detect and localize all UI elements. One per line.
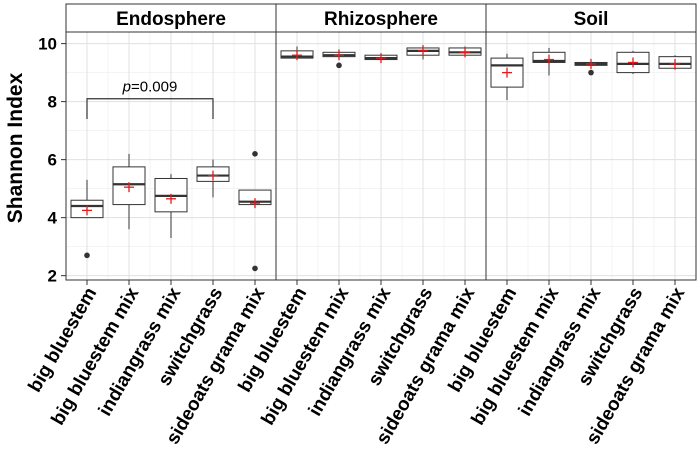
box-endosphere-sideoats-grama-mix bbox=[238, 151, 272, 272]
y-axis-title: Shannon Index bbox=[4, 72, 27, 223]
outlier-point bbox=[336, 62, 342, 69]
box-rhizosphere-sideoats-grama-mix bbox=[448, 46, 482, 58]
strip-label-soil: Soil bbox=[574, 9, 609, 30]
box-soil-switchgrass bbox=[616, 50, 650, 75]
outlier-point bbox=[588, 69, 594, 76]
strip-label-endosphere: Endosphere bbox=[116, 9, 226, 30]
box-soil-sideoats-grama-mix bbox=[658, 55, 692, 70]
box-soil-big-bluestem-mix bbox=[532, 47, 566, 76]
box-soil-indiangrass-mix bbox=[574, 58, 608, 76]
box-rhizosphere-big-bluestem bbox=[280, 46, 314, 61]
box-rhizosphere-indiangrass-mix bbox=[364, 53, 398, 64]
box-rhizosphere-switchgrass bbox=[406, 45, 440, 60]
outlier-point bbox=[252, 265, 258, 272]
y-tick-label: 10 bbox=[38, 35, 57, 54]
box-rhizosphere-big-bluestem-mix bbox=[322, 49, 356, 69]
outlier-point bbox=[84, 252, 90, 259]
y-tick-label: 6 bbox=[48, 151, 57, 170]
box-soil-big-bluestem bbox=[490, 53, 524, 101]
outlier-point bbox=[252, 151, 258, 157]
y-tick-label: 2 bbox=[48, 267, 57, 286]
y-tick-label: 8 bbox=[48, 93, 57, 112]
p-value-label: p=0.009 bbox=[122, 79, 178, 96]
box-endosphere-big-bluestem-mix bbox=[112, 153, 146, 230]
strip-rhizosphere bbox=[275, 3, 487, 33]
significance-bracket bbox=[86, 98, 214, 120]
box-endosphere-big-bluestem bbox=[70, 179, 104, 259]
box-endosphere-switchgrass bbox=[196, 159, 230, 198]
strip-label-rhizosphere: Rhizosphere bbox=[324, 9, 438, 30]
box-endosphere-indiangrass-mix bbox=[154, 174, 188, 238]
y-tick-label: 4 bbox=[48, 209, 58, 228]
